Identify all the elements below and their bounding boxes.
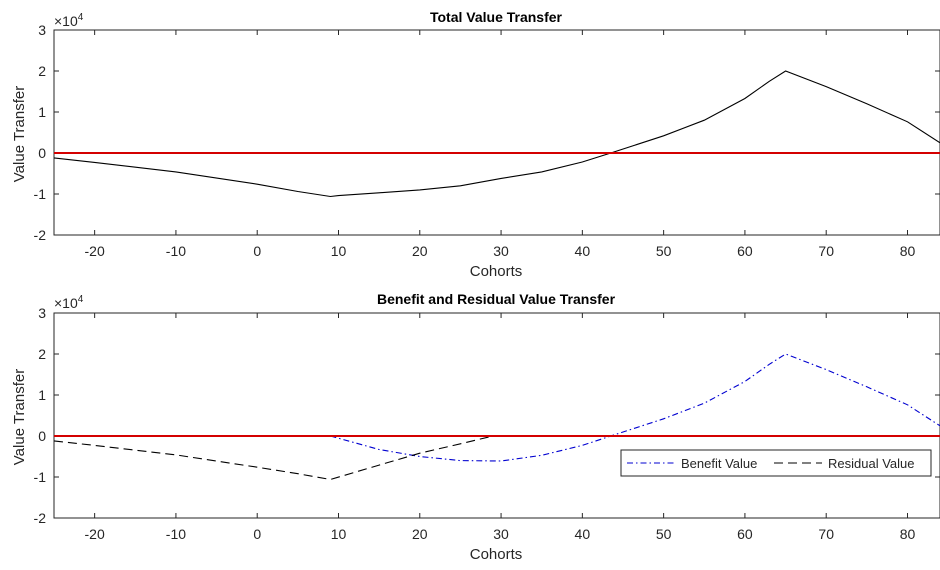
x-tick-label: 80 [900, 243, 916, 259]
axes-box [53, 312, 940, 519]
total-value-transfer-panel: Total Value Transfer Value Transfer Coho… [11, 9, 940, 280]
x-tick-label: 70 [818, 243, 834, 259]
x-tick-label: 10 [331, 243, 347, 259]
x-tick-label: 20 [412, 526, 428, 542]
x-axis-label: Cohorts [470, 546, 523, 563]
x-tick-label: 50 [656, 526, 672, 542]
y-tick-label: -1 [34, 186, 47, 202]
x-axis-label: Cohorts [470, 263, 523, 280]
chart-title: Benefit and Residual Value Transfer [377, 291, 616, 307]
y-tick-label: 1 [38, 104, 46, 120]
y-axis-label: Value Transfer [11, 369, 28, 465]
y-tick-label: 0 [38, 145, 46, 161]
x-tick-label: 0 [253, 243, 261, 259]
y-tick-label: 3 [38, 305, 46, 321]
y-tick-label: 1 [38, 387, 46, 403]
x-tick-label: -10 [166, 243, 186, 259]
x-tick-label: 20 [412, 243, 428, 259]
y-tick-label: -1 [34, 469, 47, 485]
y-tick-label: -2 [34, 227, 47, 243]
x-tick-label: 30 [493, 243, 509, 259]
x-tick-label: 60 [737, 243, 753, 259]
legend-benefit-label: Benefit Value [681, 456, 757, 471]
y-exponent-base: ×10 [54, 13, 78, 29]
series-line-0 [53, 70, 940, 198]
x-tick-label: 60 [737, 526, 753, 542]
y-exponent-label: ×104 [54, 12, 84, 29]
chart-title: Total Value Transfer [430, 9, 563, 25]
y-tick-label: 3 [38, 22, 46, 38]
x-tick-label: 0 [253, 526, 261, 542]
y-tick-label: -2 [34, 510, 47, 526]
x-tick-label: 50 [656, 243, 672, 259]
y-tick-label: 2 [38, 346, 46, 362]
x-tick-label: -10 [166, 526, 186, 542]
x-tick-label: 30 [493, 526, 509, 542]
x-tick-label: 40 [575, 526, 591, 542]
x-tick-label: 10 [331, 526, 347, 542]
legend-residual-label: Residual Value [828, 456, 914, 471]
x-tick-label: 70 [818, 526, 834, 542]
y-exponent-power: 4 [78, 294, 84, 305]
y-exponent-power: 4 [78, 12, 84, 23]
y-tick-label: 0 [38, 428, 46, 444]
y-exponent-base: ×10 [54, 295, 78, 311]
x-tick-label: -20 [85, 243, 105, 259]
axes-box [53, 29, 940, 236]
legend: Benefit Value Residual Value [620, 449, 932, 477]
x-tick-label: 40 [575, 243, 591, 259]
residual-value-line [53, 435, 494, 481]
benefit-value-line [330, 353, 940, 462]
x-tick-label: 80 [900, 526, 916, 542]
benefit-residual-value-transfer-panel: Benefit and Residual Value Transfer Valu… [11, 291, 940, 563]
y-tick-label: 2 [38, 63, 46, 79]
y-axis-label: Value Transfer [11, 86, 28, 182]
y-exponent-label: ×104 [54, 294, 84, 311]
x-tick-label: -20 [85, 526, 105, 542]
